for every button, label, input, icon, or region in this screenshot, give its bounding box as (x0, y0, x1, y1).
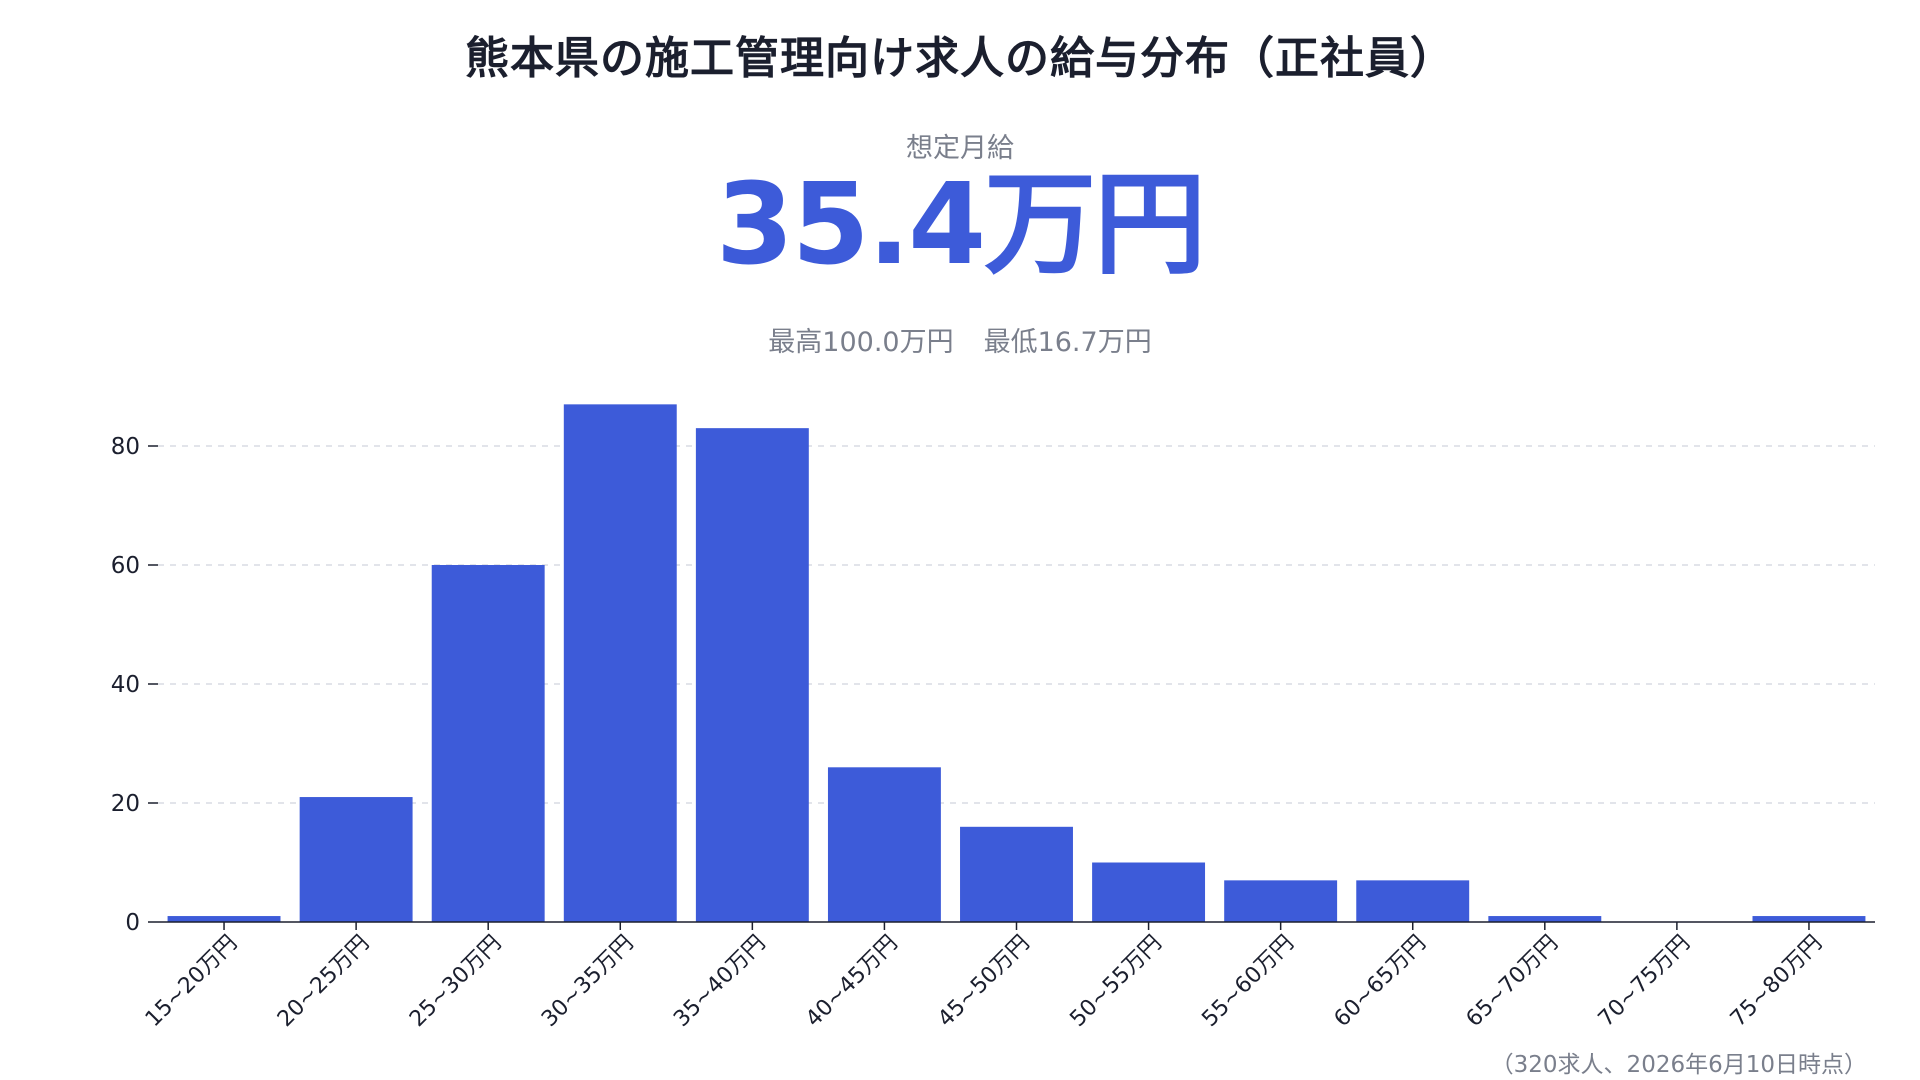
chart-title: 熊本県の施工管理向け求人の給与分布（正社員） (465, 33, 1455, 84)
x-tick-label: 35~40万円 (669, 931, 770, 1032)
x-tick-label: 55~60万円 (1197, 931, 1298, 1032)
bar (431, 565, 545, 922)
y-tick-label: 40 (111, 672, 140, 698)
x-tick-label: 25~30万円 (405, 931, 506, 1032)
x-tick-label: 30~35万円 (537, 931, 638, 1032)
summary-range: 最高100.0万円 最低16.7万円 (0, 320, 1920, 359)
x-tick-label: 45~50万円 (933, 931, 1034, 1032)
y-tick-label: 60 (111, 553, 140, 579)
x-tick-label: 70~75万円 (1594, 931, 1695, 1032)
x-tick-label: 20~25万円 (273, 931, 374, 1032)
x-tick-label: 15~20万円 (141, 931, 242, 1032)
y-tick-label: 20 (111, 791, 140, 817)
y-axis-ticks: 0 20 40 60 80 (111, 434, 158, 936)
x-tick-label: 75~80万円 (1726, 931, 1827, 1032)
y-tick-label: 80 (111, 434, 140, 460)
summary-min: 最低16.7万円 (983, 327, 1152, 358)
bar (827, 767, 941, 922)
summary-label: 想定月給 (906, 133, 1014, 164)
x-tick-label: 60~65万円 (1330, 931, 1431, 1032)
bar (1224, 880, 1338, 922)
y-tick-label: 0 (125, 910, 140, 936)
bar (1356, 880, 1470, 922)
footnote: （320求人、2026年6月10日時点） (1490, 1052, 1867, 1078)
x-tick-label: 40~45万円 (801, 931, 902, 1032)
bars (167, 404, 1866, 923)
summary-value: 35.4万円 (715, 160, 1206, 290)
summary-max: 最高100.0万円 (768, 327, 954, 358)
bar (1752, 916, 1866, 922)
grid-lines (158, 445, 1875, 804)
x-axis (158, 921, 1875, 930)
bar (1488, 916, 1602, 922)
bar (695, 428, 809, 922)
x-tick-label: 65~70万円 (1462, 931, 1563, 1032)
bar (960, 826, 1073, 922)
bar (299, 797, 413, 922)
x-axis-labels: 15~20万円 20~25万円 25~30万円 30~35万円 35~40万円 40~45… (141, 931, 1827, 1032)
bar (167, 916, 281, 922)
bar (563, 404, 677, 923)
x-tick-label: 50~55万円 (1065, 931, 1166, 1032)
bar (1092, 862, 1206, 922)
